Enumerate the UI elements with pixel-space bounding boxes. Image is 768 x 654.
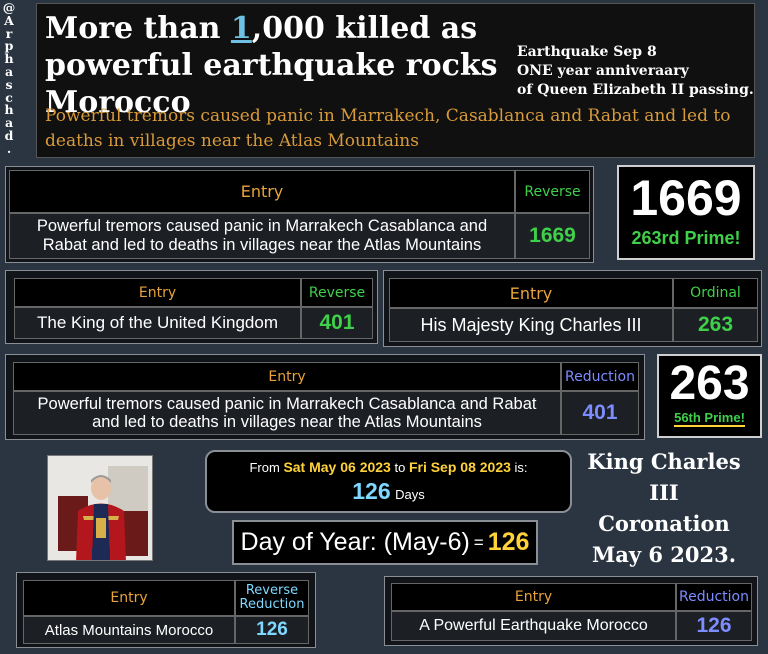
entry-text: Powerful tremors caused panic in Marrake… [13, 391, 561, 435]
entry-text: The King of the United Kingdom [14, 307, 301, 339]
cipher-value: 126 [676, 611, 752, 641]
anniversary-note: Earthquake Sep 8 ONE year anniveraary of… [517, 44, 754, 98]
entry-header: Entry [9, 170, 515, 213]
day-of-year-box: Day of Year: (May-6) = 126 [232, 520, 538, 565]
king-portrait-image [47, 455, 153, 561]
date-range-card: From Sat May 06 2023 to Fri Sep 08 2023 … [205, 450, 572, 513]
coronation-line-2: Coronation [598, 511, 730, 536]
calc-card-reverse-401: Entry Reverse The King of the United Kin… [5, 270, 378, 344]
coronation-line-3: May 6 2023. [591, 542, 737, 567]
headline-subtitle: Powerful tremors caused panic in Marrake… [45, 106, 731, 151]
handle-char: h [4, 102, 14, 118]
to-label: to [394, 460, 406, 475]
cipher-value: 401 [301, 307, 373, 339]
handle-char: d [4, 127, 14, 143]
handle-char: . [6, 140, 12, 156]
is-label: is: [514, 460, 528, 475]
cipher-header: Reverse [515, 170, 590, 213]
cipher-value: 401 [561, 391, 639, 435]
handle-char: a [4, 115, 14, 131]
days-label: Days [395, 487, 425, 502]
calc-card-reduction-126: Entry Reduction A Powerful Earthquake Mo… [384, 576, 758, 646]
cipher-value: 126 [235, 616, 309, 644]
day-of-year-value: 126 [487, 528, 530, 556]
handle-char: p [4, 38, 14, 54]
number-box-263: 263 56th Prime! [657, 354, 762, 438]
portrait-illustration [48, 456, 152, 560]
number-box-1669: 1669 263rd Prime! [617, 165, 755, 260]
headline-title: More than 1,000 killed as powerful earth… [45, 11, 498, 120]
entry-header: Entry [23, 580, 235, 616]
handle-char: s [5, 76, 13, 92]
prime-label: 56th Prime! [674, 410, 745, 427]
days-value: 126 [352, 478, 391, 504]
entry-header: Entry [14, 278, 301, 307]
entry-text: A Powerful Earthquake Morocco [391, 611, 676, 641]
handle-char: @ [2, 0, 16, 15]
cipher-value: 1669 [515, 213, 590, 259]
equals-sign: = [473, 532, 484, 552]
entry-header: Entry [391, 583, 676, 611]
cipher-header: Ordinal [673, 278, 758, 308]
handle-char: a [4, 63, 14, 79]
entry-text: Atlas Mountains Morocco [23, 616, 235, 644]
cipher-header: Reverse Reduction [235, 580, 309, 616]
calc-card-reverse-reduction-126: Entry Reverse Reduction Atlas Mountains … [16, 572, 316, 648]
to-date: Fri Sep 08 2023 [408, 459, 511, 475]
calc-card-reduction-401: Entry Reduction Powerful tremors caused … [5, 354, 645, 440]
handle-char: r [5, 25, 13, 41]
entry-text: His Majesty King Charles III [389, 308, 673, 342]
calc-card-reverse-1669: Entry Reverse Powerful tremors caused pa… [5, 166, 594, 263]
calc-card-ordinal-263: Entry Ordinal His Majesty King Charles I… [383, 270, 762, 347]
headline-card: More than 1,000 killed as powerful earth… [36, 3, 755, 158]
prime-label: 263rd Prime! [631, 228, 741, 248]
entry-header: Entry [13, 362, 561, 391]
big-number: 1669 [630, 170, 742, 226]
coronation-line-1: King Charles III [587, 449, 741, 505]
headline-digit: 1 [230, 11, 252, 46]
handle-char: h [4, 51, 14, 67]
cipher-header: Reduction [561, 362, 639, 391]
entry-text: Powerful tremors caused panic in Marrake… [9, 213, 515, 259]
entry-header: Entry [389, 278, 673, 308]
from-date: Sat May 06 2023 [283, 459, 391, 475]
handle-char: c [5, 89, 13, 105]
day-of-year-label: Day of Year: (May-6) [240, 528, 470, 556]
cipher-header: Reduction [676, 583, 752, 611]
handle-char: A [4, 12, 14, 28]
cipher-header: Reverse [301, 278, 373, 307]
cipher-value: 263 [673, 308, 758, 342]
from-label: From [249, 460, 280, 475]
big-number: 263 [669, 357, 750, 410]
